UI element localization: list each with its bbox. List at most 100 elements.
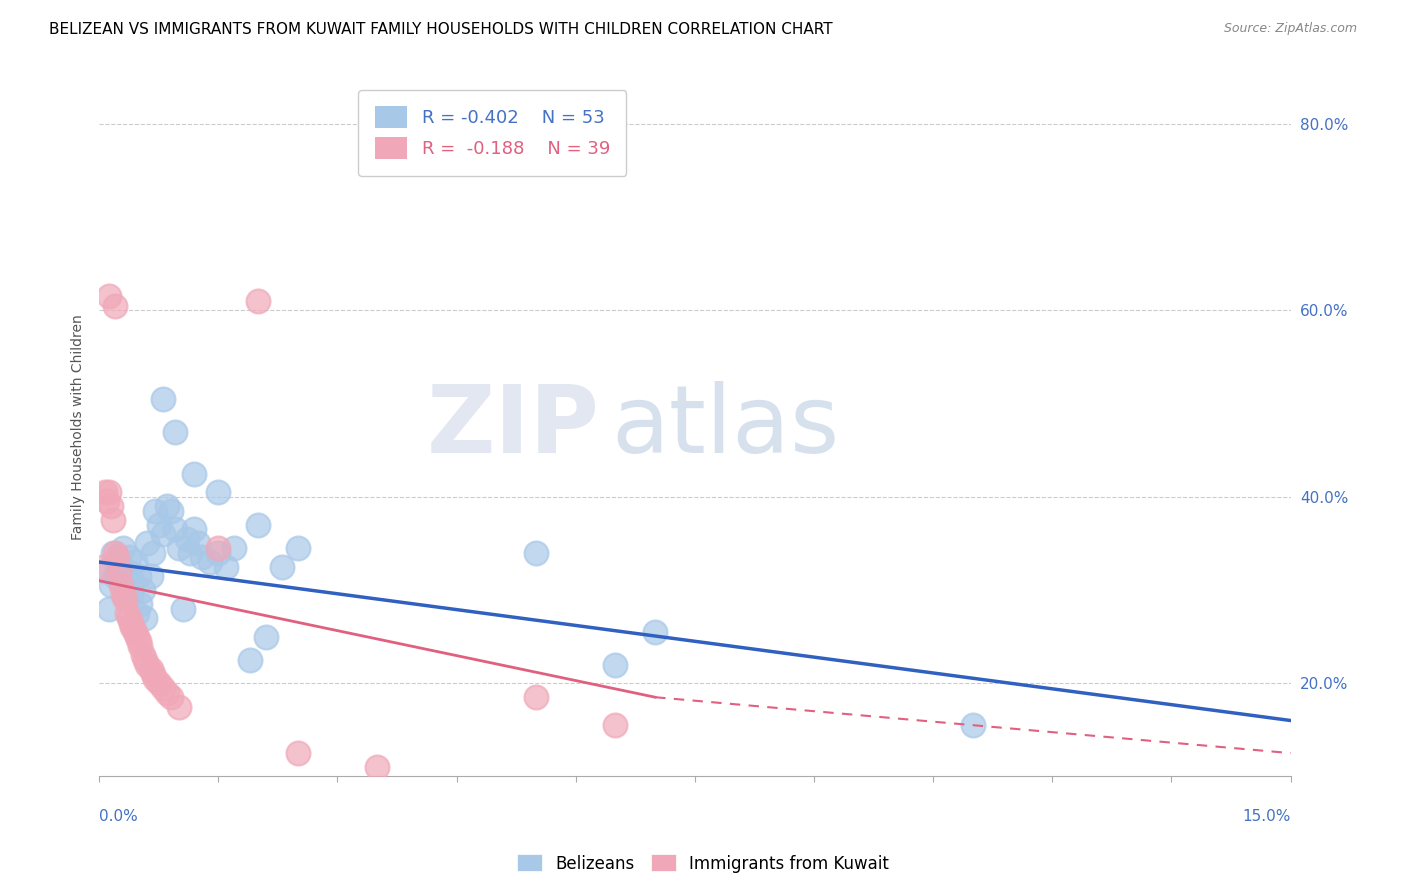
Point <box>187 536 209 550</box>
Point <box>167 699 190 714</box>
Point <box>287 746 309 760</box>
Point <box>644 624 666 639</box>
Point <box>121 574 143 588</box>
Point <box>118 550 141 565</box>
Point <box>152 681 174 695</box>
Point <box>111 541 134 555</box>
Point <box>94 485 117 500</box>
Legend: Belizeans, Immigrants from Kuwait: Belizeans, Immigrants from Kuwait <box>510 847 896 880</box>
Point <box>962 718 984 732</box>
Point <box>287 541 309 555</box>
Point <box>156 685 179 699</box>
Point <box>94 565 117 579</box>
Y-axis label: Family Households with Children: Family Households with Children <box>72 314 86 540</box>
Point <box>152 392 174 406</box>
Point <box>183 467 205 481</box>
Point <box>91 559 114 574</box>
Legend: R = -0.402    N = 53, R =  -0.188    N = 39: R = -0.402 N = 53, R = -0.188 N = 39 <box>359 90 626 176</box>
Point <box>139 569 162 583</box>
Point <box>172 601 194 615</box>
Point <box>124 624 146 639</box>
Point <box>163 425 186 439</box>
Point <box>115 565 138 579</box>
Point <box>183 523 205 537</box>
Point <box>200 555 222 569</box>
Text: Source: ZipAtlas.com: Source: ZipAtlas.com <box>1223 22 1357 36</box>
Point <box>124 555 146 569</box>
Point <box>142 546 165 560</box>
Point <box>134 653 156 667</box>
Point <box>179 546 201 560</box>
Point <box>120 615 142 630</box>
Point <box>207 546 229 560</box>
Point <box>100 499 122 513</box>
Point <box>148 517 170 532</box>
Point <box>103 546 125 560</box>
Point <box>121 620 143 634</box>
Point <box>127 607 149 621</box>
Point <box>100 578 122 592</box>
Point <box>110 578 132 592</box>
Point <box>167 541 190 555</box>
Point <box>108 559 131 574</box>
Point <box>139 662 162 676</box>
Point <box>246 294 269 309</box>
Point <box>110 574 132 588</box>
Text: ZIP: ZIP <box>426 381 599 473</box>
Point <box>224 541 246 555</box>
Text: BELIZEAN VS IMMIGRANTS FROM KUWAIT FAMILY HOUSEHOLDS WITH CHILDREN CORRELATION C: BELIZEAN VS IMMIGRANTS FROM KUWAIT FAMIL… <box>49 22 832 37</box>
Point <box>118 611 141 625</box>
Point <box>156 499 179 513</box>
Point <box>128 634 150 648</box>
Point <box>605 657 627 672</box>
Point <box>239 653 262 667</box>
Point <box>524 690 547 705</box>
Point <box>143 504 166 518</box>
Point <box>127 630 149 644</box>
Point <box>103 513 125 527</box>
Point <box>132 582 155 597</box>
Point <box>163 523 186 537</box>
Point <box>104 569 127 583</box>
Point <box>120 588 142 602</box>
Point <box>148 676 170 690</box>
Text: atlas: atlas <box>612 381 839 473</box>
Point <box>114 592 136 607</box>
Point <box>128 569 150 583</box>
Point <box>524 546 547 560</box>
Point <box>97 289 120 303</box>
Point <box>111 588 134 602</box>
Point <box>176 532 198 546</box>
Point <box>159 690 181 705</box>
Point <box>108 565 131 579</box>
Point <box>104 546 127 560</box>
Text: 15.0%: 15.0% <box>1243 809 1291 824</box>
Point <box>135 657 157 672</box>
Point <box>207 541 229 555</box>
Point <box>105 550 128 565</box>
Point <box>159 504 181 518</box>
Point <box>215 559 238 574</box>
Point <box>270 559 292 574</box>
Point <box>129 597 152 611</box>
Point <box>132 648 155 663</box>
Point <box>96 494 118 508</box>
Point <box>152 527 174 541</box>
Point <box>104 299 127 313</box>
Point <box>135 536 157 550</box>
Point <box>97 485 120 500</box>
Point <box>105 555 128 569</box>
Point <box>605 718 627 732</box>
Text: 0.0%: 0.0% <box>100 809 138 824</box>
Point <box>207 485 229 500</box>
Point <box>129 639 152 653</box>
Point <box>366 760 388 774</box>
Point <box>246 517 269 532</box>
Point <box>97 601 120 615</box>
Point <box>143 672 166 686</box>
Point <box>142 667 165 681</box>
Point <box>134 611 156 625</box>
Point <box>191 550 214 565</box>
Point <box>114 582 136 597</box>
Point <box>254 630 277 644</box>
